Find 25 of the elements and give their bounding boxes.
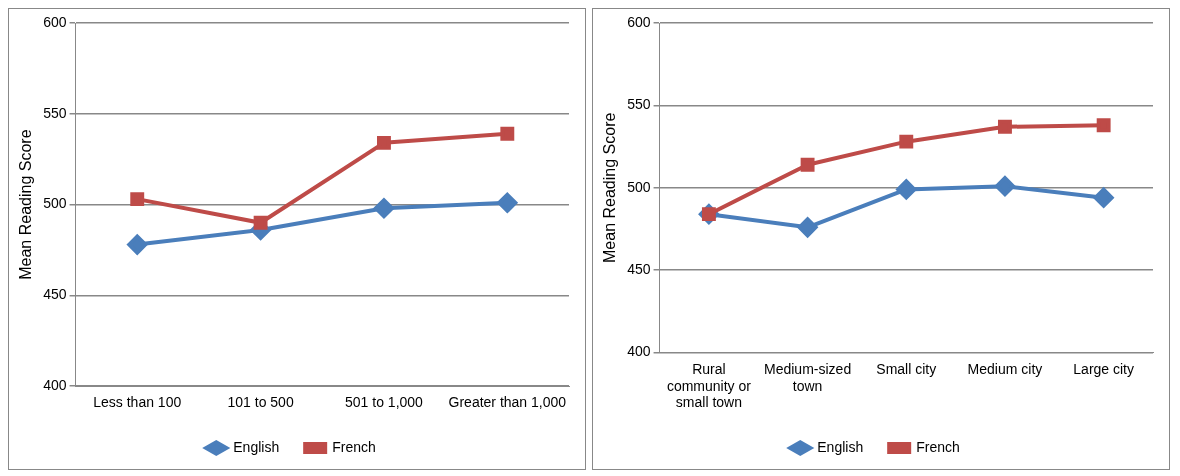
y-axis-title: Mean Reading Score bbox=[601, 112, 619, 263]
y-tick-label: 400 bbox=[43, 377, 67, 394]
legend-label: French bbox=[916, 438, 960, 455]
y-tick-label: 500 bbox=[627, 178, 651, 195]
y-tick-label: 600 bbox=[627, 13, 651, 30]
y-axis-title: Mean Reading Score bbox=[17, 129, 35, 280]
legend-label: English bbox=[233, 438, 280, 455]
x-tick-label: Rural community or small town bbox=[666, 360, 752, 411]
y-tick-label: 550 bbox=[627, 96, 651, 113]
y-tick-label: 550 bbox=[43, 104, 67, 121]
y-tick-label: 600 bbox=[43, 13, 67, 30]
x-tick-label: Greater than 1,000 bbox=[448, 394, 567, 411]
x-tick-label: Small city bbox=[876, 360, 937, 377]
y-tick-label: 500 bbox=[43, 195, 67, 212]
legend-label: French bbox=[332, 438, 376, 455]
legend-label: English bbox=[817, 438, 864, 455]
y-tick-label: 450 bbox=[627, 261, 651, 278]
x-tick-label: 501 to 1,000 bbox=[345, 394, 424, 411]
x-tick-label: 101 to 500 bbox=[227, 394, 294, 411]
y-tick-label: 400 bbox=[627, 343, 651, 360]
x-tick-label: Medium-sized town bbox=[764, 360, 852, 394]
x-tick-label: Less than 100 bbox=[93, 394, 182, 411]
x-tick-label: Medium city bbox=[967, 360, 1043, 377]
y-tick-label: 450 bbox=[43, 286, 67, 303]
x-tick-label: Large city bbox=[1073, 360, 1135, 377]
